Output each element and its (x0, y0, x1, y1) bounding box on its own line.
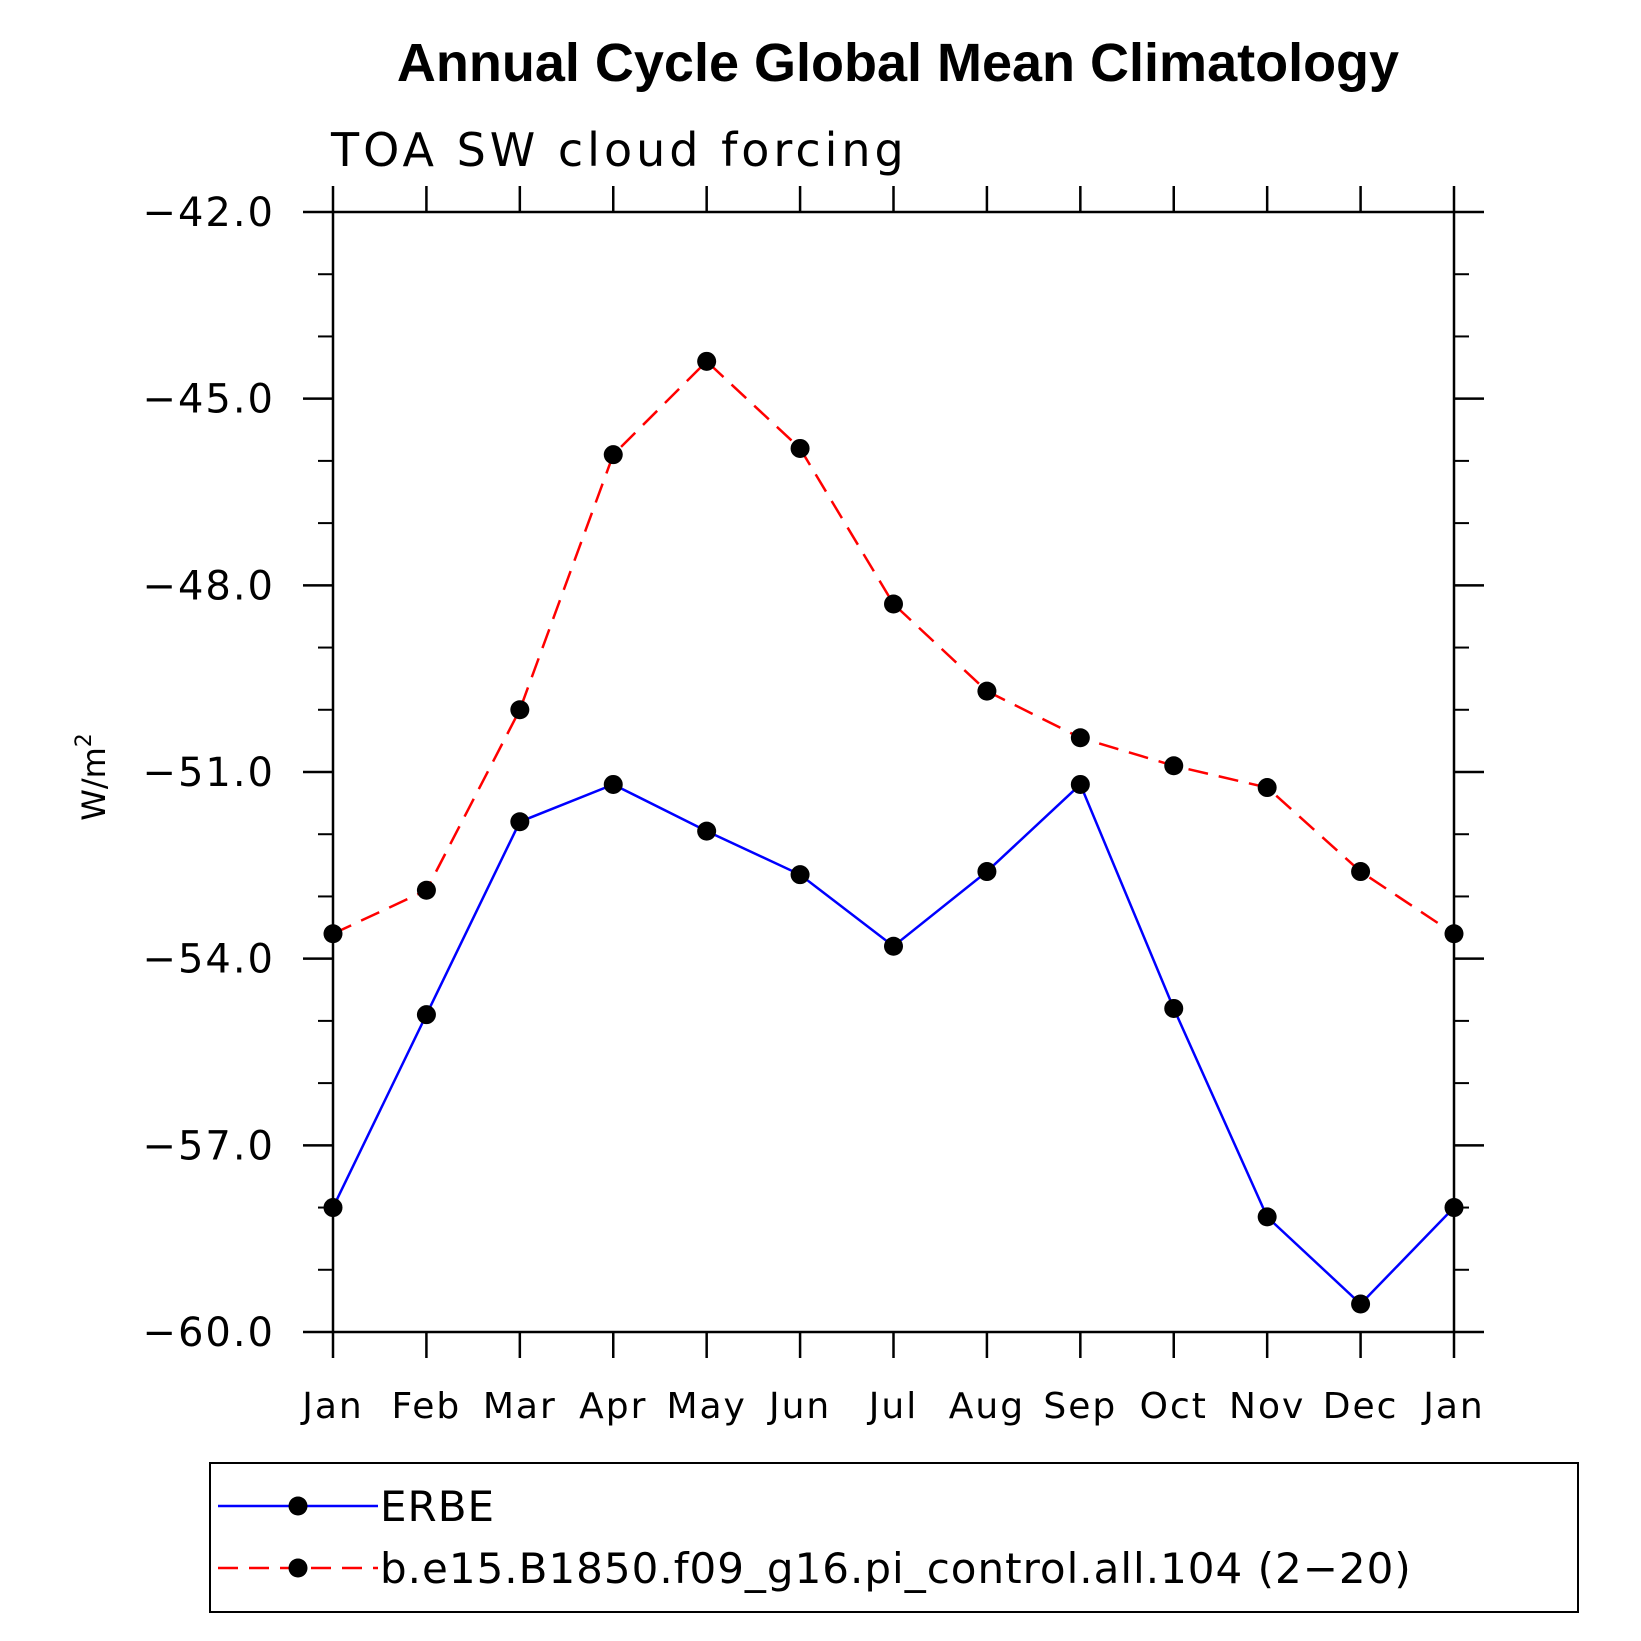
x-tick-label: Jul (867, 1386, 918, 1427)
data-point (977, 681, 997, 701)
data-point (697, 351, 717, 371)
data-point (977, 862, 997, 882)
y-axis-label-text: W/m (75, 747, 113, 821)
legend-marker (288, 1496, 308, 1516)
y-tick-label: −45.0 (142, 377, 275, 423)
y-tick-label: −48.0 (142, 563, 275, 609)
y-tick-label: −57.0 (142, 1123, 275, 1169)
x-tick-label: Dec (1323, 1386, 1399, 1427)
x-tick-label: Feb (392, 1386, 462, 1427)
data-point (603, 445, 623, 465)
x-tick-label: Sep (1043, 1386, 1117, 1427)
y-tick-label: −60.0 (142, 1310, 275, 1356)
y-axis-label: W/m2 (72, 733, 113, 821)
series-line (331, 782, 1455, 1306)
data-point (1444, 1198, 1464, 1218)
y-tick-label: −42.0 (142, 190, 275, 236)
data-point (510, 812, 530, 832)
y-tick-label: −54.0 (142, 937, 275, 983)
chart-subtitle: TOA SW cloud forcing (330, 123, 908, 177)
data-point (697, 821, 717, 841)
y-axis-label-superscript: 2 (72, 733, 97, 747)
data-point (1164, 998, 1184, 1018)
x-tick-label: Aug (949, 1386, 1025, 1427)
data-point (884, 594, 903, 614)
series-line (332, 359, 1455, 935)
data-point (1257, 1207, 1277, 1227)
data-point (884, 936, 903, 956)
data-point (1351, 1294, 1371, 1314)
data-point (1070, 774, 1090, 794)
x-tick-label: Oct (1140, 1386, 1208, 1427)
y-tick-label: −51.0 (142, 750, 275, 796)
plot-frame (331, 210, 1456, 1334)
legend-entries: ERBE b.e15.B1850.f09_g16.pi_control.all.1… (218, 1482, 1412, 1593)
data-point (1257, 778, 1277, 798)
legend-marker (288, 1558, 308, 1578)
x-tick-label: Jan (300, 1386, 364, 1427)
legend-label: ERBE (380, 1482, 495, 1531)
data-point (510, 700, 530, 720)
data-point (416, 1005, 436, 1025)
data-point (416, 880, 436, 900)
data-point (790, 865, 810, 885)
x-tick-label: Jun (767, 1386, 831, 1427)
data-point (603, 774, 623, 794)
axis-tick-labels: Jan Feb Mar Apr May Jun Jul Aug Sep Oct Nov Dec Jan−… (142, 190, 1485, 1427)
legend-box (209, 1462, 1579, 1613)
x-tick-label: Jan (1421, 1386, 1485, 1427)
x-tick-label: Mar (483, 1386, 557, 1427)
x-tick-label: Apr (579, 1386, 647, 1427)
x-tick-label: Nov (1229, 1386, 1305, 1427)
data-point (323, 1198, 343, 1218)
data-point (1351, 862, 1371, 882)
axis-ticks (303, 186, 1484, 1358)
data-point (323, 924, 343, 944)
x-tick-label: May (666, 1386, 746, 1427)
data-point (1070, 728, 1090, 748)
legend-label: b.e15.B1850.f09_g16.pi_control.all.104 (… (380, 1544, 1412, 1593)
data-point (1164, 756, 1184, 776)
legend: ERBE b.e15.B1850.f09_g16.pi_control.all.1… (209, 1462, 1579, 1613)
svg-text:W/m2: W/m2 (72, 733, 113, 821)
data-point (1444, 924, 1464, 944)
data-point (790, 438, 810, 458)
chart-title: Annual Cycle Global Mean Climatology (397, 33, 1399, 93)
series-layer (323, 351, 1464, 1314)
